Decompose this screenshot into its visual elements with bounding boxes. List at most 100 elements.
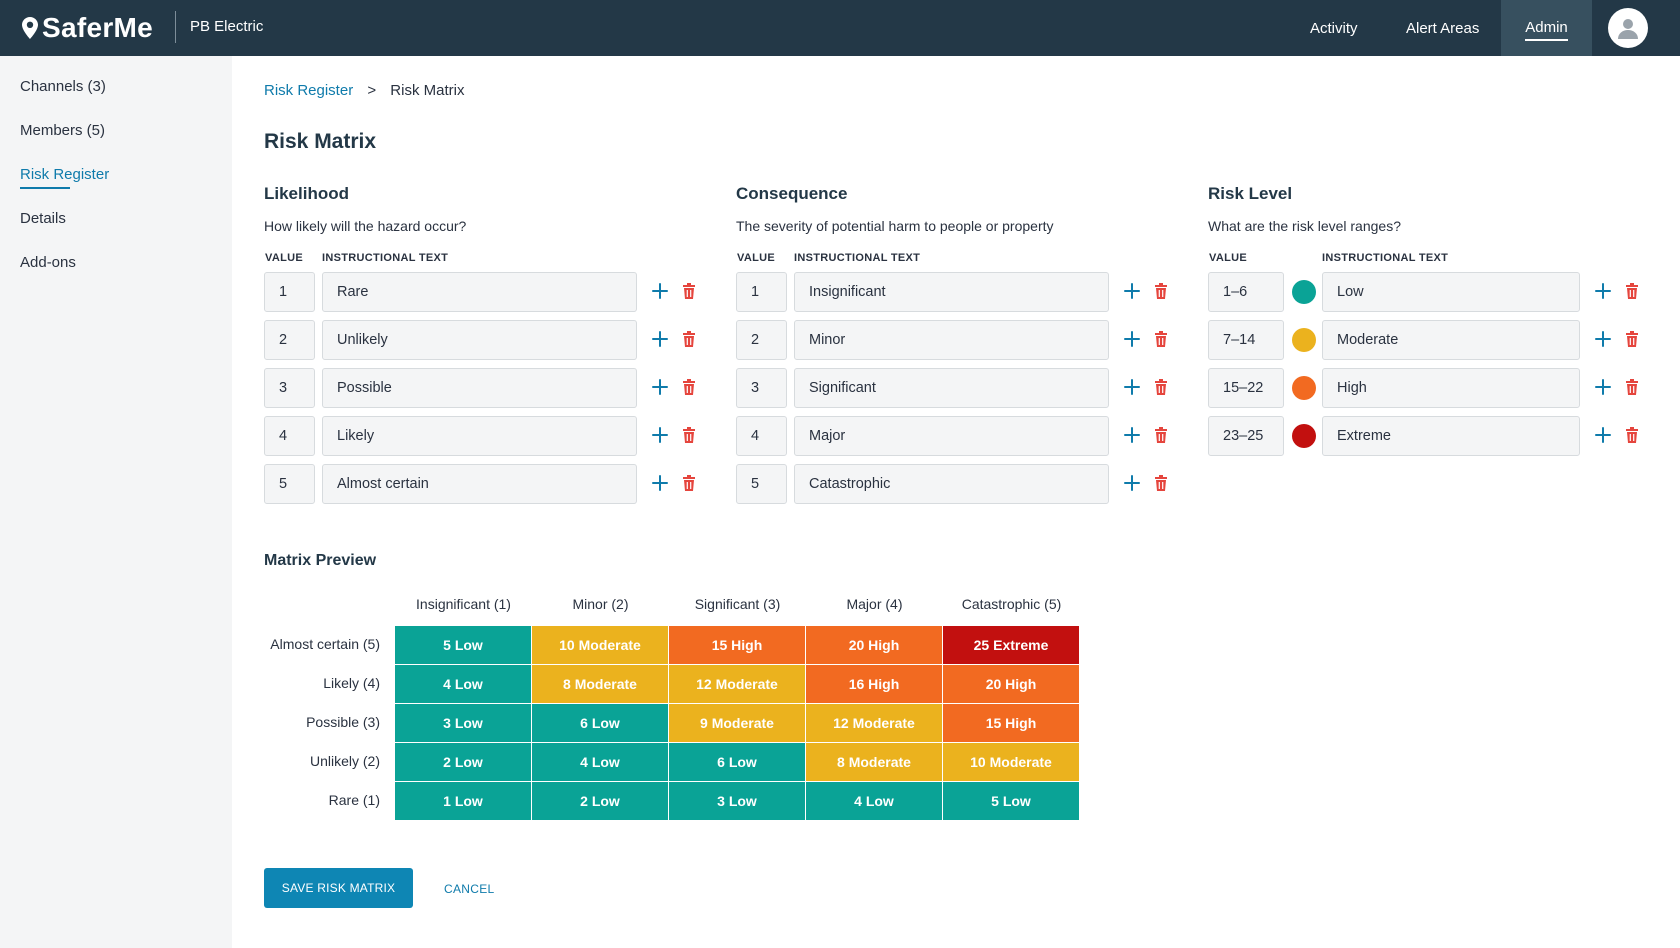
consequence-row: 1 Insignificant (736, 272, 1167, 312)
avatar[interactable] (1608, 8, 1648, 48)
trash-icon[interactable] (1623, 282, 1641, 300)
organization-name: PB Electric (190, 18, 264, 35)
trash-icon[interactable] (1152, 330, 1170, 348)
likelihood-value-input[interactable]: 5 (264, 464, 315, 504)
risk-level-color-swatch[interactable] (1292, 280, 1316, 304)
matrix-cell: 5 Low (395, 626, 531, 664)
likelihood-value-input[interactable]: 1 (264, 272, 315, 312)
likelihood-value-input[interactable]: 4 (264, 416, 315, 456)
trash-icon[interactable] (1152, 378, 1170, 396)
consequence-value-input[interactable]: 2 (736, 320, 787, 360)
matrix-cell: 12 Moderate (806, 704, 942, 742)
matrix-cell: 15 High (943, 704, 1079, 742)
likelihood-title: Likelihood (264, 184, 349, 203)
plus-icon[interactable] (1594, 330, 1612, 348)
likelihood-text-input[interactable]: Unlikely (322, 320, 637, 360)
sidebar-item-members[interactable]: Members (5) (20, 122, 106, 139)
risk-level-value-input[interactable]: 23–25 (1208, 416, 1284, 456)
nav-activity[interactable]: Activity (1286, 0, 1382, 56)
consequence-value-header: VALUE (737, 252, 775, 264)
plus-icon[interactable] (1123, 426, 1141, 444)
consequence-text-input[interactable]: Insignificant (794, 272, 1109, 312)
likelihood-value-input[interactable]: 3 (264, 368, 315, 408)
likelihood-value-input[interactable]: 2 (264, 320, 315, 360)
plus-icon[interactable] (651, 426, 669, 444)
consequence-value-input[interactable]: 1 (736, 272, 787, 312)
matrix-cell: 3 Low (395, 704, 531, 742)
trash-icon[interactable] (680, 330, 698, 348)
consequence-text-input[interactable]: Catastrophic (794, 464, 1109, 504)
risk-level-value-header: VALUE (1209, 252, 1247, 264)
trash-icon[interactable] (1623, 330, 1641, 348)
trash-icon[interactable] (680, 426, 698, 444)
breadcrumb-risk-register[interactable]: Risk Register (264, 82, 354, 99)
likelihood-section: Likelihood How likely will the hazard oc… (264, 184, 695, 504)
risk-level-color-swatch[interactable] (1292, 328, 1316, 352)
sidebar-item-risk-register[interactable]: Risk Register (20, 166, 110, 189)
likelihood-row: 3 Possible (264, 368, 695, 408)
plus-icon[interactable] (1123, 474, 1141, 492)
consequence-value-input[interactable]: 5 (736, 464, 787, 504)
trash-icon[interactable] (1152, 426, 1170, 444)
trash-icon[interactable] (680, 474, 698, 492)
plus-icon[interactable] (651, 378, 669, 396)
risk-level-color-swatch[interactable] (1292, 376, 1316, 400)
trash-icon[interactable] (680, 282, 698, 300)
likelihood-text-input[interactable]: Likely (322, 416, 637, 456)
plus-icon[interactable] (1594, 282, 1612, 300)
risk-level-text-input[interactable]: Moderate (1322, 320, 1580, 360)
matrix-row-label: Possible (3) (306, 714, 380, 730)
risk-level-text-input[interactable]: High (1322, 368, 1580, 408)
plus-icon[interactable] (1123, 378, 1141, 396)
risk-level-section: Risk Level What are the risk level range… (1208, 184, 1648, 456)
matrix-cell: 9 Moderate (669, 704, 805, 742)
likelihood-row: 4 Likely (264, 416, 695, 456)
trash-icon[interactable] (1152, 282, 1170, 300)
sidebar-item-add-ons[interactable]: Add-ons (20, 254, 76, 271)
sidebar-item-details[interactable]: Details (20, 210, 66, 227)
consequence-description: The severity of potential harm to people… (736, 218, 1054, 234)
likelihood-text-input[interactable]: Rare (322, 272, 637, 312)
plus-icon[interactable] (651, 474, 669, 492)
plus-icon[interactable] (1594, 378, 1612, 396)
plus-icon[interactable] (1594, 426, 1612, 444)
risk-level-value-input[interactable]: 1–6 (1208, 272, 1284, 312)
trash-icon[interactable] (1623, 426, 1641, 444)
consequence-value-input[interactable]: 4 (736, 416, 787, 456)
trash-icon[interactable] (1623, 378, 1641, 396)
nav-admin[interactable]: Admin (1501, 0, 1592, 56)
risk-level-text-input[interactable]: Low (1322, 272, 1580, 312)
consequence-text-input[interactable]: Significant (794, 368, 1109, 408)
plus-icon[interactable] (651, 330, 669, 348)
risk-level-value-input[interactable]: 15–22 (1208, 368, 1284, 408)
trash-icon[interactable] (680, 378, 698, 396)
sidebar-item-channels[interactable]: Channels (3) (20, 78, 106, 95)
save-risk-matrix-button[interactable]: SAVE RISK MATRIX (264, 868, 413, 908)
risk-level-row: 7–14 Moderate (1208, 320, 1648, 360)
trash-icon[interactable] (1152, 474, 1170, 492)
risk-level-description: What are the risk level ranges? (1208, 218, 1401, 234)
saferme-logo[interactable]: SaferMe (22, 10, 153, 46)
likelihood-row: 2 Unlikely (264, 320, 695, 360)
consequence-row: 5 Catastrophic (736, 464, 1167, 504)
cancel-button[interactable]: CANCEL (444, 882, 495, 896)
risk-level-text-input[interactable]: Extreme (1322, 416, 1580, 456)
plus-icon[interactable] (651, 282, 669, 300)
consequence-text-input[interactable]: Major (794, 416, 1109, 456)
risk-level-color-swatch[interactable] (1292, 424, 1316, 448)
matrix-preview-title: Matrix Preview (264, 552, 377, 569)
risk-level-title: Risk Level (1208, 184, 1293, 203)
matrix-cell: 10 Moderate (532, 626, 668, 664)
plus-icon[interactable] (1123, 282, 1141, 300)
consequence-text-input[interactable]: Minor (794, 320, 1109, 360)
nav-alert-areas[interactable]: Alert Areas (1382, 0, 1503, 56)
risk-level-value-input[interactable]: 7–14 (1208, 320, 1284, 360)
matrix-cell: 4 Low (395, 665, 531, 703)
likelihood-text-header: INSTRUCTIONAL TEXT (322, 252, 449, 264)
consequence-value-input[interactable]: 3 (736, 368, 787, 408)
matrix-column-header: Catastrophic (5) (961, 596, 1062, 612)
plus-icon[interactable] (1123, 330, 1141, 348)
likelihood-text-input[interactable]: Possible (322, 368, 637, 408)
likelihood-text-input[interactable]: Almost certain (322, 464, 637, 504)
consequence-column-headers: VALUE INSTRUCTIONAL TEXT (736, 252, 1156, 272)
